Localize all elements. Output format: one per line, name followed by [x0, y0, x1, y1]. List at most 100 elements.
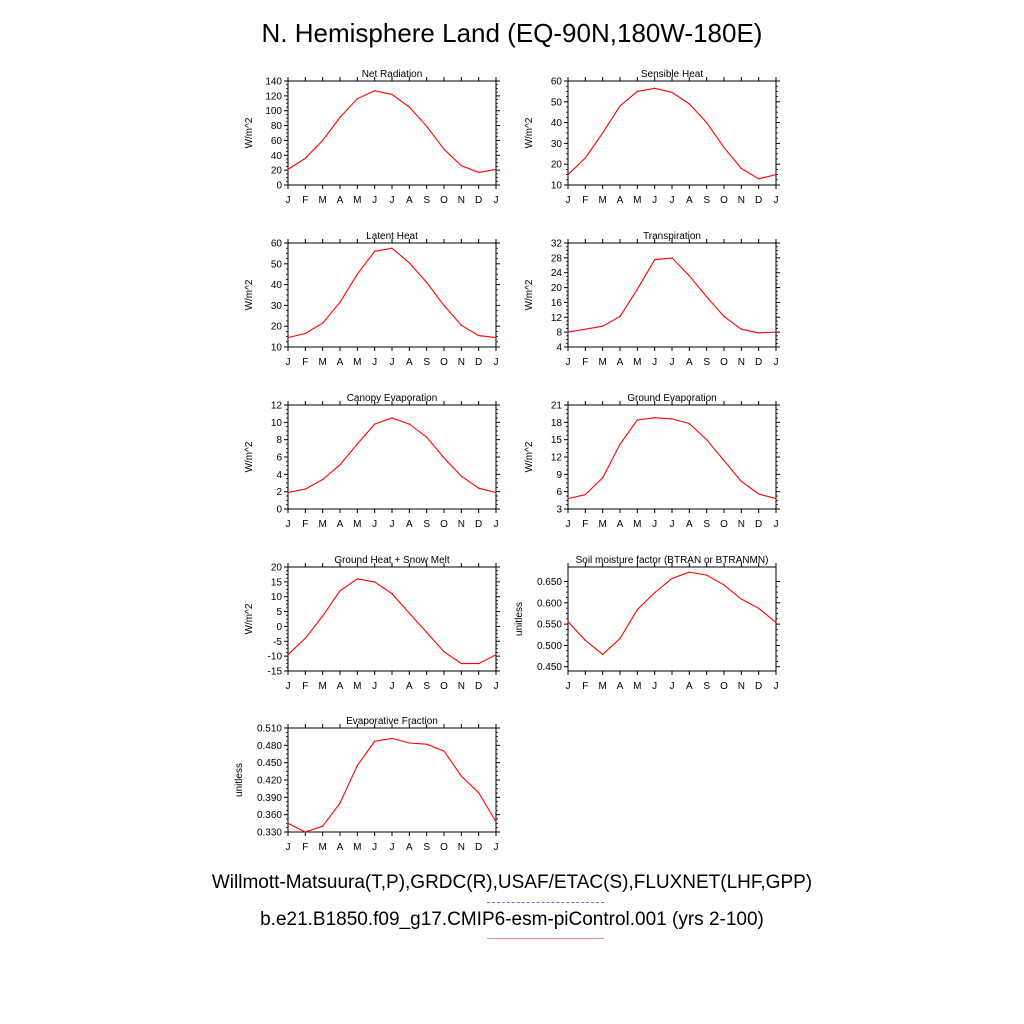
- x-tick-label: M: [633, 519, 641, 530]
- data-point: [688, 103, 690, 105]
- y-axis-label: unitless: [514, 602, 525, 636]
- chart-title: Soil moisture factor (BTRAN or BTRANMN): [576, 555, 769, 566]
- x-tick-label: M: [633, 681, 641, 692]
- x-tick-label: A: [406, 681, 413, 692]
- x-tick-label: D: [755, 681, 762, 692]
- data-point: [723, 459, 725, 462]
- data-point: [391, 737, 393, 740]
- data-point: [636, 288, 638, 291]
- y-tick-label: 12: [551, 453, 563, 464]
- y-tick-label: 30: [271, 301, 283, 312]
- y-tick-label: 28: [551, 253, 563, 264]
- y-tick-label: 2: [276, 487, 282, 498]
- x-tick-label: S: [703, 681, 710, 692]
- series-line: [567, 571, 777, 656]
- x-tick-label: O: [720, 357, 728, 368]
- data-point: [567, 498, 569, 500]
- x-tick-label: A: [406, 195, 413, 206]
- plot-frame: [287, 242, 497, 348]
- model-legend-line: [487, 938, 604, 939]
- y-tick-label: 12: [551, 313, 563, 324]
- data-point: [322, 478, 324, 481]
- data-point: [443, 651, 445, 653]
- data-point: [740, 328, 742, 330]
- chart-title: Ground Heat + Snow Melt: [334, 555, 450, 566]
- data-point: [374, 581, 376, 583]
- data-point: [671, 418, 673, 420]
- data-point: [356, 443, 358, 445]
- data-point: [775, 498, 777, 500]
- plot-frame: [287, 80, 497, 186]
- y-tick-label: 10: [551, 181, 563, 192]
- x-tick-label: A: [337, 519, 344, 530]
- data-point: [636, 419, 638, 421]
- x-tick-label: D: [755, 195, 762, 206]
- x-tick-label: M: [318, 681, 326, 692]
- y-tick-label: 60: [551, 77, 563, 88]
- x-tick-label: J: [286, 842, 291, 853]
- data-point: [339, 590, 341, 592]
- data-point: [460, 775, 462, 777]
- data-point: [602, 477, 604, 479]
- x-tick-label: O: [440, 195, 448, 206]
- data-point: [775, 331, 777, 333]
- y-tick-label: 0.450: [257, 758, 282, 769]
- y-axis-label: W/m^2: [244, 441, 255, 472]
- data-point: [636, 609, 638, 611]
- x-tick-label: A: [337, 357, 344, 368]
- x-tick-label: J: [494, 195, 499, 206]
- y-tick-label: 0.330: [257, 828, 282, 839]
- x-tick-label: J: [774, 681, 779, 692]
- data-point: [408, 612, 410, 614]
- chart-title: Transpiration: [643, 231, 701, 242]
- chart-title: Net Radiation: [362, 69, 423, 80]
- x-tick-label: M: [633, 195, 641, 206]
- x-tick-label: A: [617, 195, 624, 206]
- x-tick-label: S: [423, 681, 430, 692]
- data-point: [391, 593, 393, 595]
- x-tick-label: F: [302, 681, 308, 692]
- x-tick-label: J: [390, 195, 395, 206]
- x-tick-label: A: [686, 681, 693, 692]
- y-tick-label: 16: [551, 298, 563, 309]
- x-tick-label: S: [703, 357, 710, 368]
- data-point: [322, 825, 324, 827]
- data-point: [584, 639, 586, 641]
- data-point: [671, 91, 673, 94]
- y-axis-label: W/m^2: [524, 117, 535, 148]
- x-tick-label: S: [423, 195, 430, 206]
- y-tick-label: 24: [551, 268, 563, 279]
- data-point: [758, 332, 760, 334]
- x-tick-label: M: [353, 681, 361, 692]
- plot-frame: [287, 566, 497, 672]
- y-tick-label: 4: [276, 470, 282, 481]
- x-tick-label: J: [774, 357, 779, 368]
- data-point: [460, 662, 462, 665]
- x-tick-label: M: [353, 842, 361, 853]
- data-point: [304, 637, 306, 639]
- data-point: [740, 480, 742, 482]
- data-point: [426, 125, 428, 127]
- x-tick-label: J: [494, 681, 499, 692]
- data-point: [339, 301, 341, 303]
- chart-title: Sensible Heat: [641, 69, 703, 80]
- series-line: [287, 578, 497, 665]
- data-point: [671, 257, 673, 259]
- data-point: [495, 821, 497, 823]
- y-axis-label: W/m^2: [524, 279, 535, 310]
- obs-sources-caption: Willmott-Matsuura(T,P),GRDC(R),USAF/ETAC…: [211, 872, 813, 893]
- y-tick-label: 9: [556, 470, 562, 481]
- data-point: [304, 157, 306, 159]
- data-point: [602, 325, 604, 327]
- series-line: [567, 87, 777, 180]
- x-tick-label: S: [423, 842, 430, 853]
- data-point: [391, 93, 393, 95]
- x-tick-label: A: [406, 519, 413, 530]
- data-point: [602, 653, 604, 655]
- data-point: [443, 750, 445, 752]
- y-tick-label: 50: [551, 97, 563, 108]
- x-tick-label: M: [318, 357, 326, 368]
